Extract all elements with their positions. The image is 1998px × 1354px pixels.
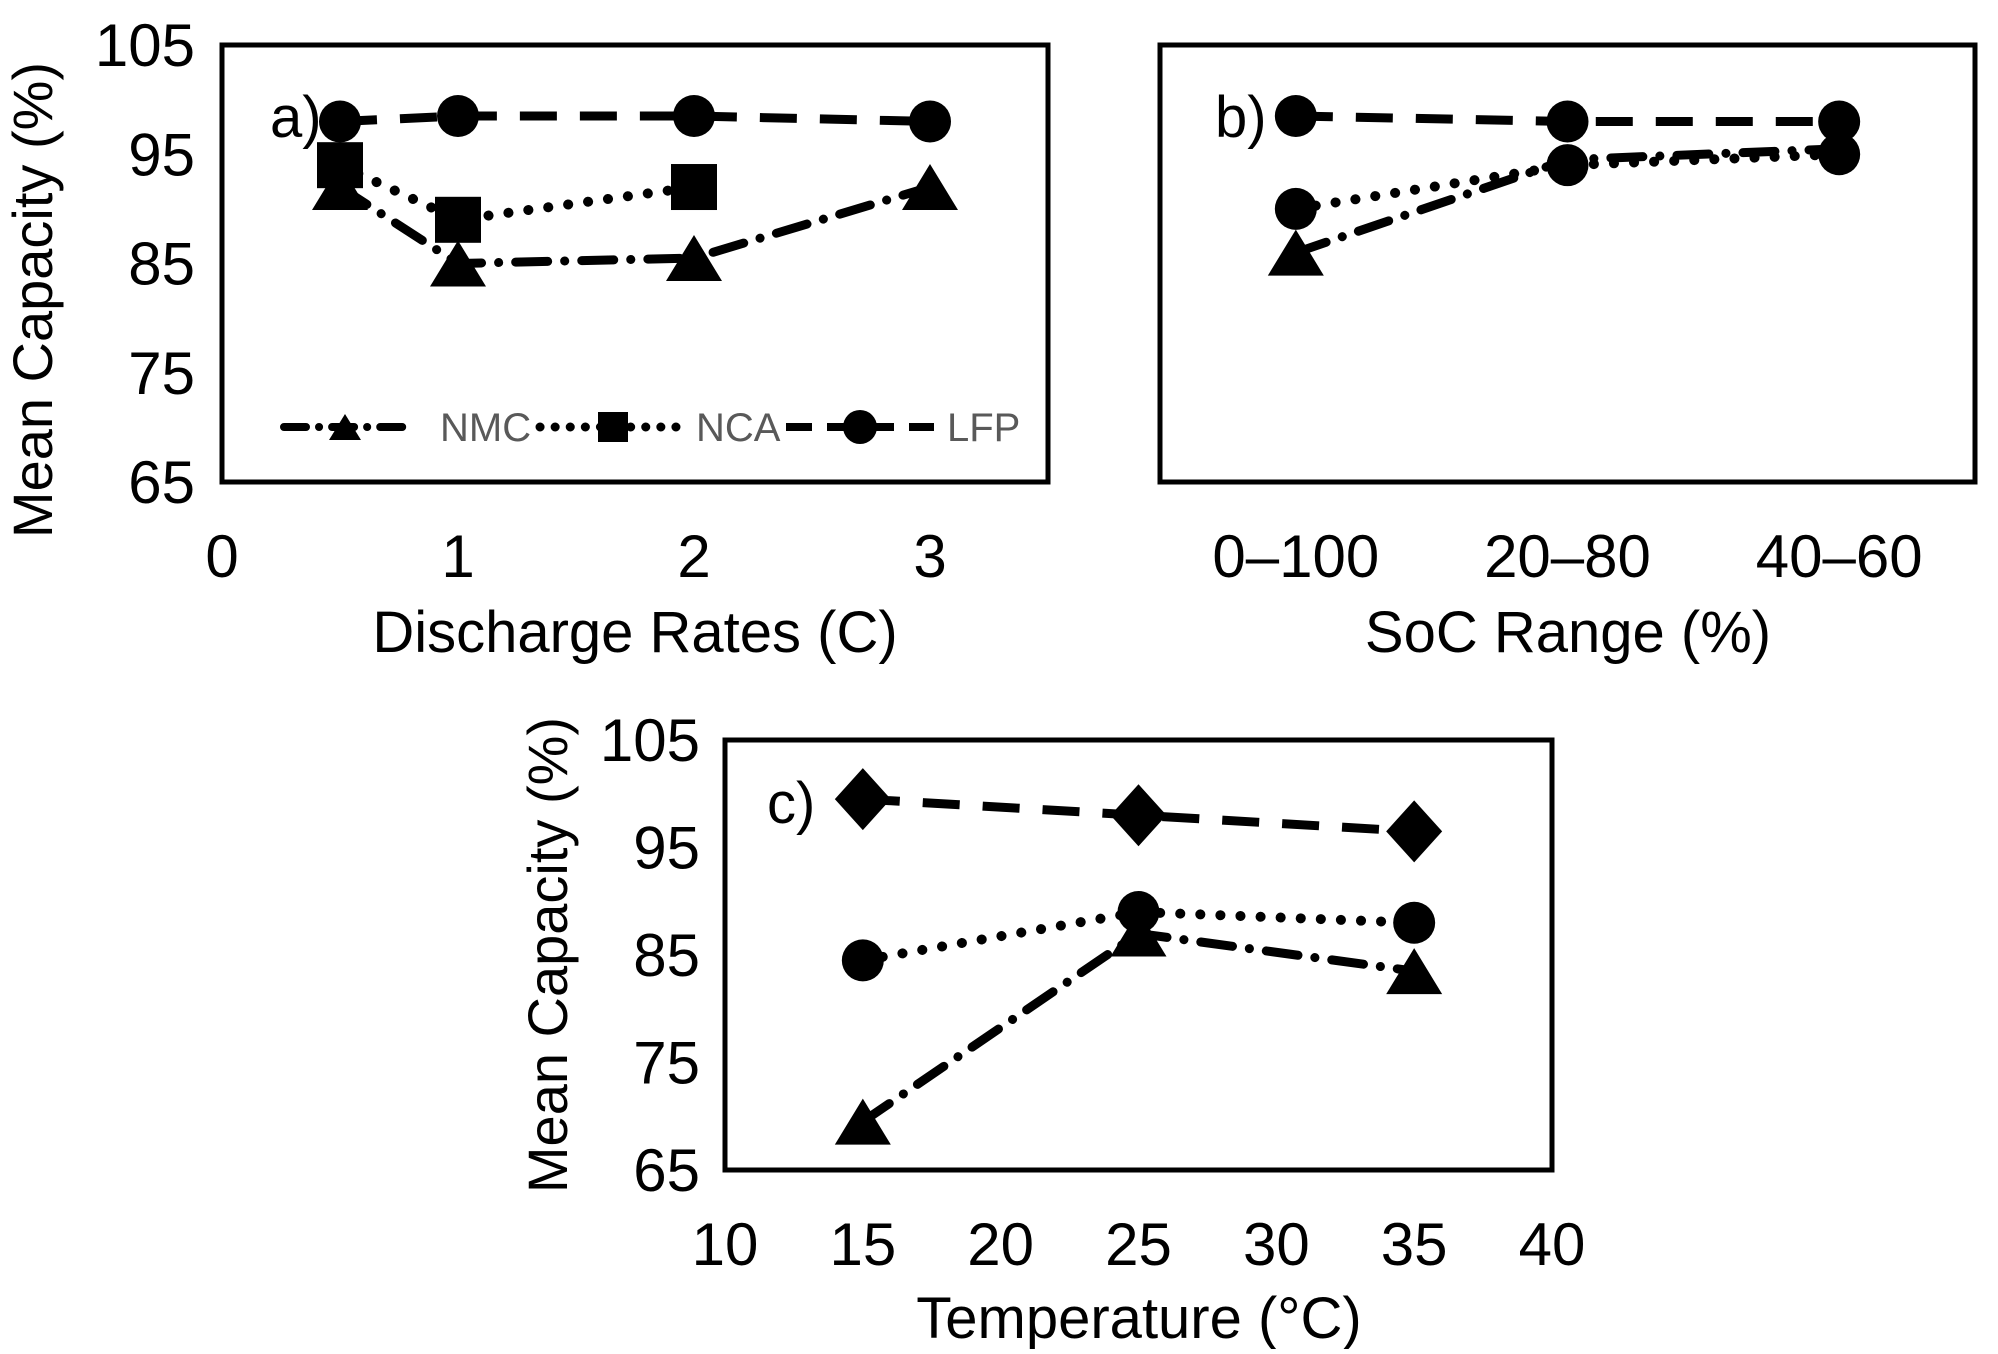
plot-box-b <box>1157 42 1978 485</box>
plot-box-a <box>219 42 1051 485</box>
series-marker-lfp-c <box>1110 784 1167 847</box>
x-tick-label-c: 35 <box>1381 1211 1448 1278</box>
series-marker-nca-b <box>1818 133 1861 176</box>
legend-label-nca: NCA <box>696 406 781 450</box>
x-tick-label-a: 2 <box>677 523 710 590</box>
chart-c-panel-label: c) <box>767 771 815 836</box>
series-line-nmc-a <box>335 182 935 269</box>
series-marker-lfp-a <box>319 100 361 143</box>
y-tick-label-c: 75 <box>633 1030 700 1097</box>
series-marker-lfp-b <box>1818 100 1861 143</box>
series-marker-nca-b <box>1546 144 1589 187</box>
chart-a-xlabel: Discharge Rates (C) <box>372 600 897 665</box>
y-tick-label-a: 75 <box>128 340 195 407</box>
chart-a-panel-label: a) <box>270 85 322 150</box>
x-tick-label-c: 40 <box>1519 1211 1586 1278</box>
legend-marker-nmc-icon <box>329 414 361 440</box>
series-line-nca-a <box>335 160 699 225</box>
x-tick-label-a: 3 <box>913 523 946 590</box>
y-tick-label-c: 85 <box>633 922 700 989</box>
series-marker-nca-a <box>435 196 481 243</box>
series-marker-lfp-a <box>673 95 715 138</box>
series-marker-nca-c <box>841 939 884 982</box>
series-marker-nmc-c <box>1110 910 1167 957</box>
y-tick-label-c: 65 <box>633 1137 700 1204</box>
series-marker-lfp-b <box>1546 100 1589 143</box>
series-marker-nca-a <box>317 142 363 189</box>
y-tick-label-a: 65 <box>128 449 195 516</box>
y-tick-label-a: 105 <box>95 12 195 79</box>
legend-marker-nca-icon <box>598 412 628 442</box>
legend-marker-lfp-icon <box>843 410 877 444</box>
y-tick-label-a: 95 <box>128 121 195 188</box>
x-tick-label-b: 0–100 <box>1212 523 1379 590</box>
series-marker-nca-b <box>1274 187 1317 230</box>
y-tick-label-c: 95 <box>633 815 700 882</box>
x-tick-label-b: 20–80 <box>1484 523 1651 590</box>
x-tick-label-c: 15 <box>829 1211 896 1278</box>
y-tick-label-a: 85 <box>128 231 195 298</box>
legend-label-nmc: NMC <box>440 406 531 450</box>
plot-box-c <box>722 737 1555 1173</box>
series-marker-nca-c <box>1117 891 1160 933</box>
x-tick-label-a: 0 <box>205 523 238 590</box>
y-tick-label-c: 105 <box>600 707 700 774</box>
series-marker-nmc-a <box>430 240 486 287</box>
series-marker-nmc-c <box>834 1098 891 1145</box>
chart-a: 105 95 85 75 650 1 2 3 NMC NCA LFP <box>95 12 1051 590</box>
chart-c: 105 95 85 75 65 10 15 20 25 30 35 40 <box>600 707 1585 1278</box>
series-line-nmc-c <box>858 928 1419 1127</box>
series-marker-nca-a <box>671 164 717 211</box>
series-line-lfp-a <box>339 111 931 126</box>
series-marker-nmc-b <box>1267 229 1324 276</box>
series-marker-nca-c <box>1393 901 1436 944</box>
x-tick-label-c: 10 <box>692 1211 759 1278</box>
chart-b-panel-label: b) <box>1215 85 1267 150</box>
series-marker-lfp-c <box>1386 800 1443 863</box>
series-marker-lfp-c <box>834 768 891 831</box>
chart-a-ylabel: Mean Capacity (%) <box>1 62 64 538</box>
series-marker-nmc-c <box>1386 948 1443 995</box>
series-marker-lfp-b <box>1274 95 1317 138</box>
legend-label-lfp: LFP <box>947 406 1020 450</box>
x-tick-label-c: 25 <box>1105 1211 1172 1278</box>
x-tick-label-b: 40–60 <box>1756 523 1923 590</box>
chart-b-xlabel: SoC Range (%) <box>1365 600 1771 665</box>
chart-c-xlabel: Temperature (°C) <box>916 1286 1361 1349</box>
x-tick-label-c: 30 <box>1243 1211 1310 1278</box>
chart-c-ylabel: Mean Capacity (%) <box>516 717 579 1193</box>
chart-b: 0–100 20–80 40–60 <box>1157 42 1978 590</box>
x-tick-label-c: 20 <box>967 1211 1034 1278</box>
series-marker-nmc-a <box>902 164 958 211</box>
series-marker-nmc-a <box>666 235 722 282</box>
series-marker-lfp-a <box>909 100 951 143</box>
series-marker-lfp-a <box>437 95 479 138</box>
x-tick-label-a: 1 <box>441 523 474 590</box>
